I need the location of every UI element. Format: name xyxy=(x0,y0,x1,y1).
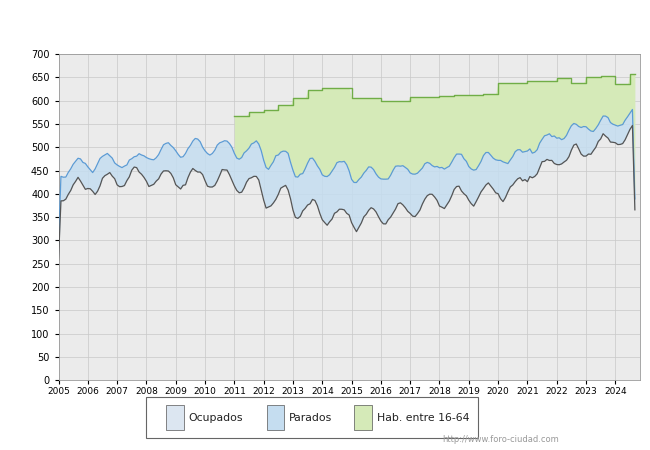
Text: Ocupados: Ocupados xyxy=(188,413,243,423)
Bar xyxy=(354,405,372,430)
Text: Parados: Parados xyxy=(289,413,333,423)
FancyBboxPatch shape xyxy=(146,397,478,438)
Text: http://www.foro-ciudad.com: http://www.foro-ciudad.com xyxy=(442,435,559,444)
Text: Roales - Evolucion de la poblacion en edad de Trabajar Septiembre de 2024: Roales - Evolucion de la poblacion en ed… xyxy=(88,17,562,30)
Bar xyxy=(266,405,285,430)
Bar xyxy=(166,405,183,430)
Text: Hab. entre 16-64: Hab. entre 16-64 xyxy=(377,413,469,423)
